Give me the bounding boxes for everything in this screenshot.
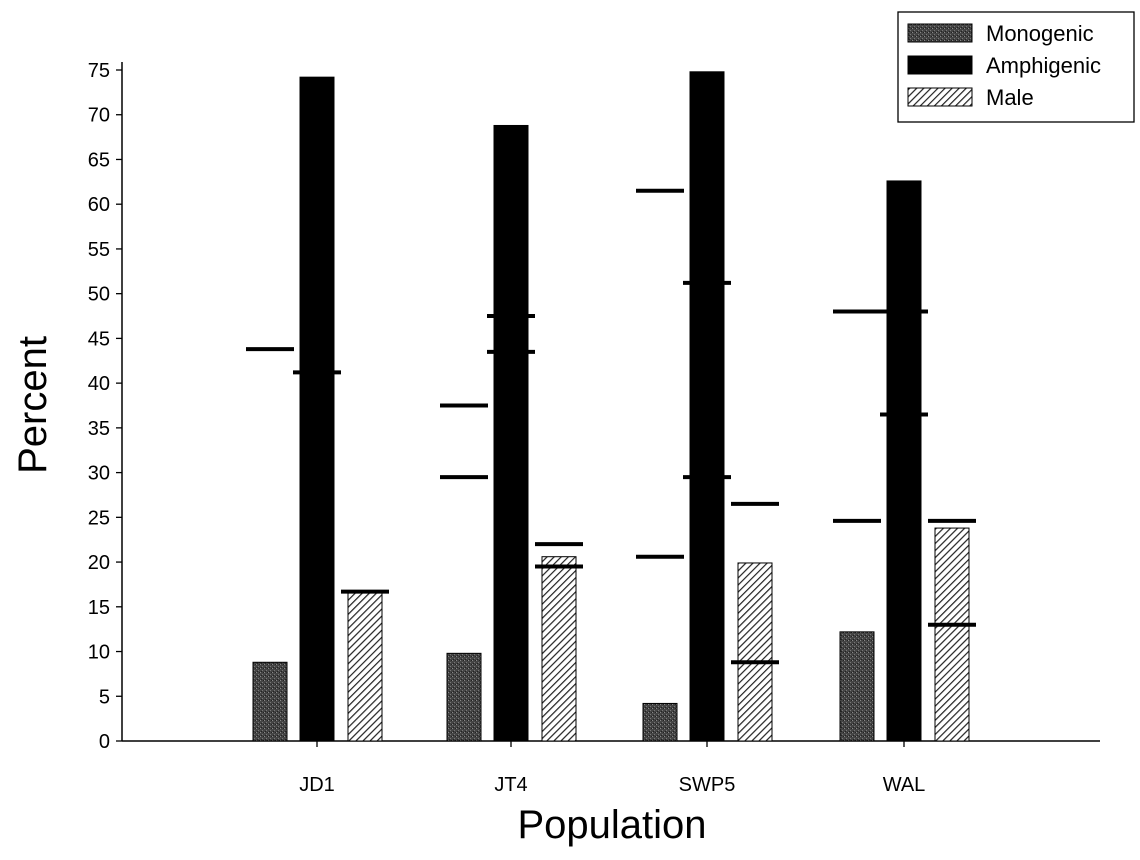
- y-tick-label: 25: [88, 507, 110, 529]
- y-tick-label: 40: [88, 373, 110, 395]
- y-tick-label: 70: [88, 105, 110, 127]
- legend-swatch-amphigenic: [907, 55, 973, 75]
- bar-monogenic-jt4: [446, 652, 482, 742]
- bar-amphigenic-wal: [886, 180, 922, 742]
- y-tick-label: 45: [88, 328, 110, 350]
- bars-group: [252, 71, 970, 742]
- x-axis-label: Population: [517, 803, 706, 847]
- legend: Monogenic Amphigenic Male: [897, 11, 1135, 123]
- y-tick-label: 55: [88, 239, 110, 261]
- bar-monogenic-swp5: [642, 702, 678, 742]
- bar-amphigenic-jt4: [493, 124, 529, 742]
- range-markers: [246, 188, 976, 665]
- y-tick-label: 65: [88, 149, 110, 171]
- bar-male-jt4: [541, 556, 577, 742]
- y-tick-label: 60: [88, 194, 110, 216]
- legend-label-male: Male: [986, 85, 1034, 110]
- bar-male-swp5: [737, 562, 773, 742]
- bar-male-wal: [934, 527, 970, 742]
- bar-amphigenic-jd1: [299, 76, 335, 742]
- x-tick-label: JD1: [299, 774, 335, 796]
- x-tick-label: JT4: [494, 774, 527, 796]
- y-tick-label: 30: [88, 463, 110, 485]
- legend-label-monogenic: Monogenic: [986, 21, 1094, 46]
- legend-label-amphigenic: Amphigenic: [986, 53, 1101, 78]
- y-tick-label: 0: [99, 731, 110, 753]
- bar-monogenic-jd1: [252, 661, 288, 742]
- bar-monogenic-wal: [839, 631, 875, 742]
- y-axis-label: Percent: [11, 336, 55, 474]
- y-tick-label: 50: [88, 284, 110, 306]
- x-tick-label: SWP5: [679, 774, 736, 796]
- y-tick-label: 15: [88, 597, 110, 619]
- y-tick-label: 10: [88, 642, 110, 664]
- x-tick-label: WAL: [883, 774, 926, 796]
- axes: 0 5 10 15 20 25 30 35 40 45 50 55 60 65 70 75 JD1 JT4 SWP5…: [88, 60, 1100, 796]
- y-tick-label: 35: [88, 418, 110, 440]
- bar-male-jd1: [347, 591, 383, 742]
- bar-amphigenic-swp5: [689, 71, 725, 742]
- y-tick-label: 75: [88, 60, 110, 82]
- y-tick-label: 20: [88, 552, 110, 574]
- legend-swatch-male: [907, 87, 973, 107]
- legend-swatch-monogenic: [907, 23, 973, 43]
- y-tick-label: 5: [99, 686, 110, 708]
